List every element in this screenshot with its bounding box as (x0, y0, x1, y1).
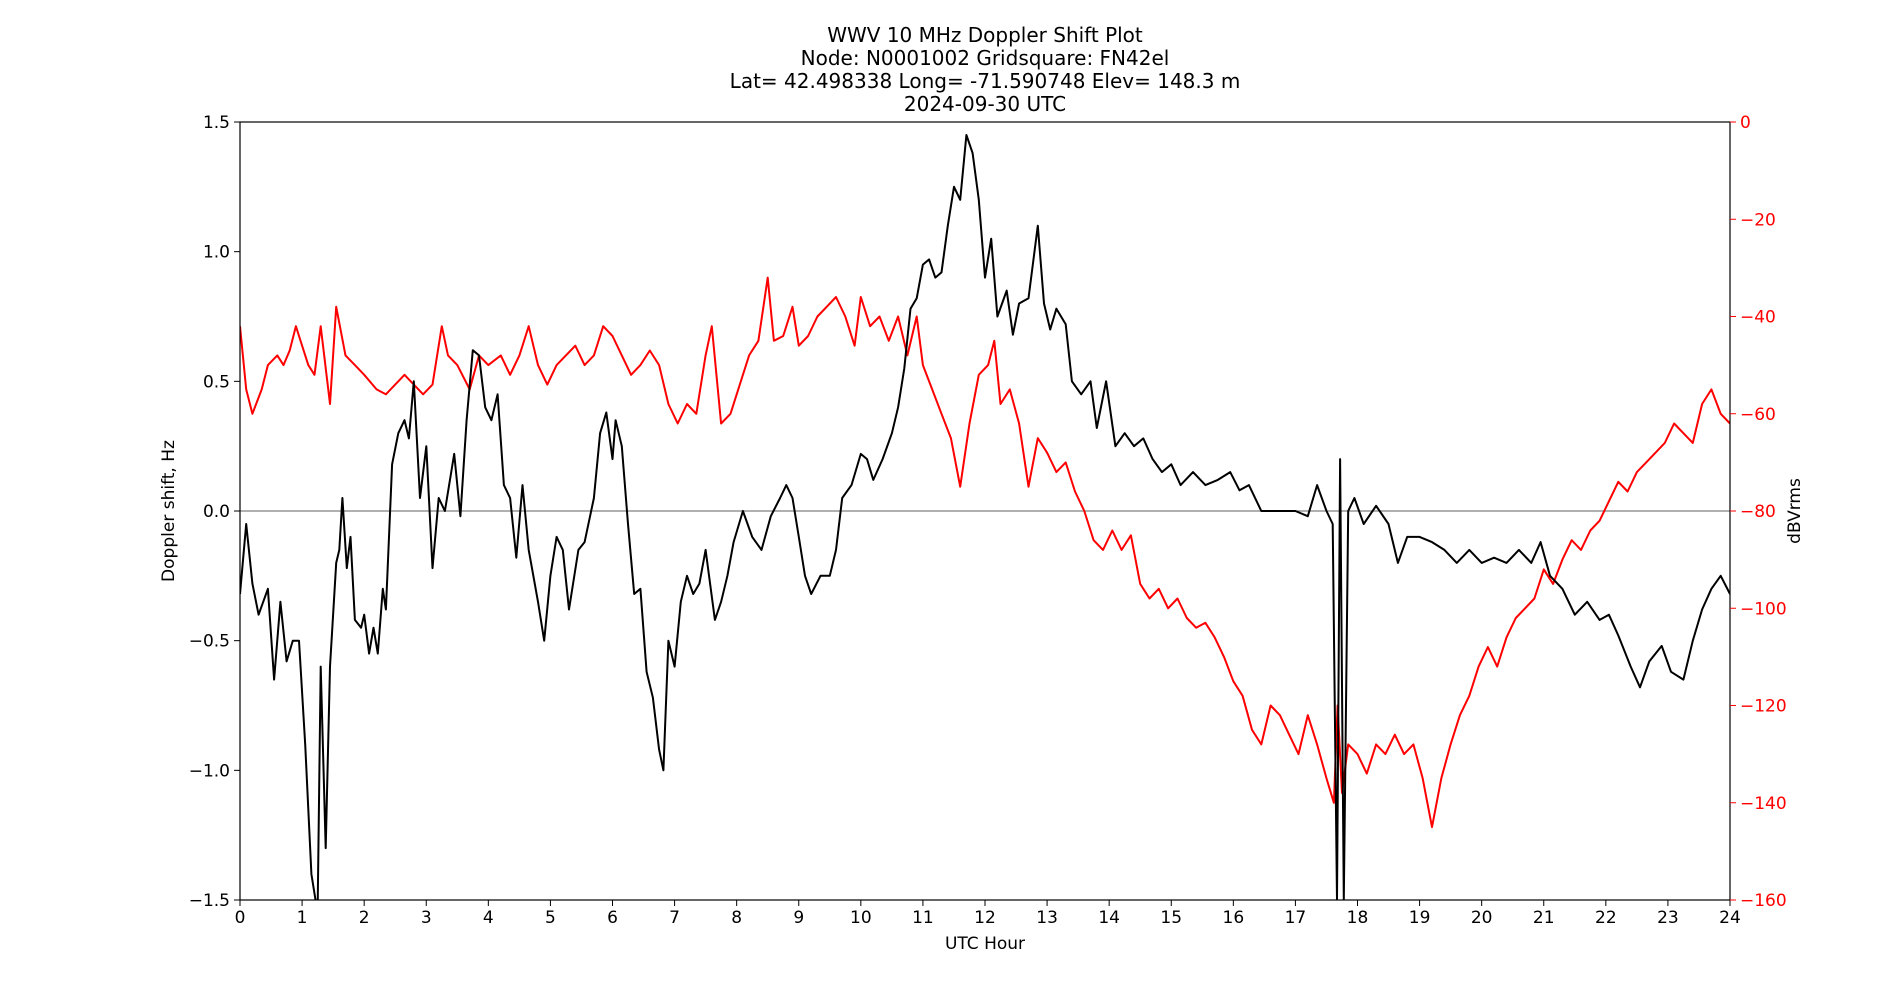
y-right-tick-label: −20 (1740, 210, 1776, 230)
y-axis-label-right: dBVrms (1785, 478, 1805, 544)
chart-title-line: 2024-09-30 UTC (904, 92, 1066, 116)
y-right-tick-label: −80 (1740, 502, 1776, 522)
x-tick-label: 14 (1098, 908, 1120, 928)
y-axis-label-left: Doppler shift, Hz (159, 440, 179, 582)
x-tick-label: 10 (850, 908, 872, 928)
x-tick-label: 0 (235, 908, 246, 928)
x-tick-label: 1 (297, 908, 308, 928)
x-tick-label: 3 (421, 908, 432, 928)
y-right-tick-label: −160 (1740, 891, 1787, 911)
y-left-tick-label: −0.5 (189, 632, 230, 652)
y-left-tick-label: 1.5 (203, 113, 230, 133)
x-tick-label: 13 (1036, 908, 1058, 928)
x-tick-label: 5 (545, 908, 556, 928)
x-tick-label: 19 (1409, 908, 1431, 928)
x-tick-label: 22 (1595, 908, 1617, 928)
x-tick-label: 2 (359, 908, 370, 928)
y-left-tick-label: 0.5 (203, 372, 230, 392)
x-tick-label: 21 (1533, 908, 1555, 928)
chart-title-line: WWV 10 MHz Doppler Shift Plot (827, 23, 1143, 47)
x-tick-label: 17 (1285, 908, 1307, 928)
x-tick-label: 16 (1223, 908, 1245, 928)
x-tick-label: 20 (1471, 908, 1493, 928)
x-tick-label: 8 (731, 908, 742, 928)
chart-title-line: Node: N0001002 Gridsquare: FN42el (801, 46, 1170, 70)
y-left-tick-label: −1.0 (189, 761, 230, 781)
x-tick-label: 12 (974, 908, 996, 928)
y-right-tick-label: 0 (1740, 113, 1751, 133)
doppler-shift-line (240, 134, 1730, 900)
x-tick-label: 7 (669, 908, 680, 928)
x-tick-label: 24 (1719, 908, 1741, 928)
y-left-tick-label: 0.0 (203, 502, 230, 522)
x-tick-label: 9 (793, 908, 804, 928)
y-right-tick-label: −140 (1740, 794, 1787, 814)
x-tick-label: 23 (1657, 908, 1679, 928)
x-tick-label: 15 (1160, 908, 1182, 928)
y-right-tick-label: −120 (1740, 697, 1787, 717)
x-tick-label: 11 (912, 908, 934, 928)
y-left-tick-label: 1.0 (203, 243, 230, 263)
y-right-tick-label: −40 (1740, 308, 1776, 328)
x-tick-label: 18 (1347, 908, 1369, 928)
signal-level-line (240, 276, 1730, 829)
y-left-tick-label: −1.5 (189, 891, 230, 911)
x-tick-label: 4 (483, 908, 494, 928)
y-right-tick-label: −100 (1740, 599, 1787, 619)
x-axis-label: UTC Hour (945, 934, 1025, 954)
y-right-tick-label: −60 (1740, 405, 1776, 425)
chart-title-line: Lat= 42.498338 Long= -71.590748 Elev= 14… (730, 69, 1241, 93)
x-tick-label: 6 (607, 908, 618, 928)
